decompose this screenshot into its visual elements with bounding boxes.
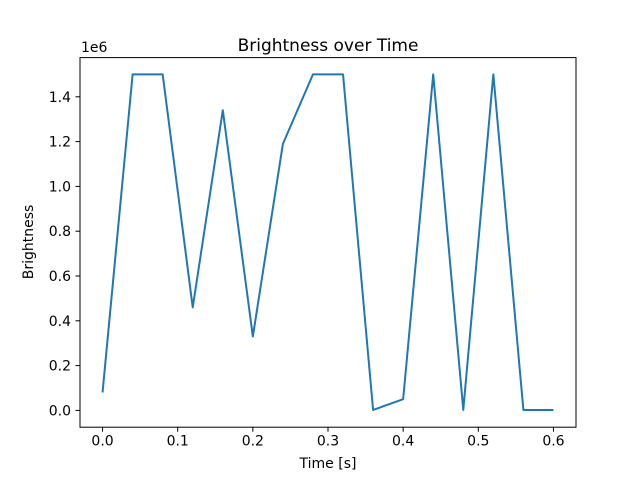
y-tick-label: 0.0	[49, 403, 71, 419]
y-tick-label: 0.4	[49, 314, 71, 330]
x-tick-label: 0.5	[467, 434, 489, 450]
y-tick-label: 1.0	[49, 179, 71, 195]
brightness-series-line	[101, 73, 554, 411]
y-axis-ticks: 0.0 0.2 0.4 0.6 0.8 1.0 1.2 1.4	[49, 90, 80, 419]
x-tick-label: 0.2	[242, 434, 264, 450]
y-tick-label: 0.2	[49, 359, 71, 375]
x-tick-label: 0.1	[167, 434, 189, 450]
y-axis-offset-text: 1e6	[81, 40, 108, 56]
chart-title: Brightness over Time	[238, 36, 419, 56]
x-tick-label: 0.0	[91, 434, 113, 450]
plot-area-spines	[79, 57, 577, 428]
x-tick-label: 0.6	[542, 434, 564, 450]
y-tick-label: 0.6	[49, 269, 71, 285]
x-tick-label: 0.3	[317, 434, 339, 450]
x-axis-label: Time [s]	[299, 456, 357, 472]
y-tick-label: 0.8	[49, 224, 71, 240]
x-tick-label: 0.4	[392, 434, 414, 450]
y-tick-label: 1.4	[49, 90, 71, 106]
x-axis-ticks: 0.0 0.1 0.2 0.3 0.4 0.5 0.6	[91, 427, 565, 450]
y-tick-label: 1.2	[49, 135, 71, 151]
y-axis-label: Brightness	[21, 205, 37, 280]
